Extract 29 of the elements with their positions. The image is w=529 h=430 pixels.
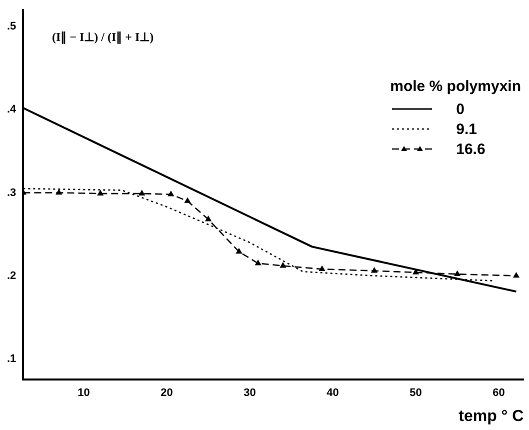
x-tick-label: 30 bbox=[244, 387, 256, 400]
point bbox=[184, 198, 190, 203]
y-tick-label: .5 bbox=[6, 20, 16, 33]
y-axis-title: (I∥ − I⊥) / (I∥ + I⊥) bbox=[52, 30, 154, 45]
y-tick-label: .2 bbox=[6, 270, 16, 282]
point bbox=[513, 272, 520, 278]
legend-label: 16.6 bbox=[456, 140, 486, 158]
point bbox=[319, 266, 325, 272]
point bbox=[139, 190, 145, 196]
point bbox=[56, 190, 62, 195]
y-tick-label: .1 bbox=[6, 352, 16, 365]
x-tick-label: 10 bbox=[78, 387, 90, 400]
y-tick-label: .3 bbox=[6, 186, 16, 199]
x-tick-label: 40 bbox=[326, 387, 339, 400]
x-tick-label: 20 bbox=[160, 387, 173, 400]
legend-label: 0 bbox=[456, 100, 464, 118]
x-tick-label: 60 bbox=[492, 387, 505, 400]
legend-title: mole % polymyxin bbox=[390, 78, 521, 95]
x-axis-title: temp ° C bbox=[458, 408, 524, 425]
x-tick-label: 50 bbox=[410, 387, 422, 400]
point bbox=[280, 262, 286, 268]
point bbox=[454, 270, 460, 276]
point bbox=[98, 190, 104, 196]
legend-label: 9.1 bbox=[456, 120, 477, 138]
y-tick-label: .4 bbox=[6, 104, 18, 116]
point bbox=[371, 268, 378, 273]
point bbox=[205, 216, 212, 222]
point bbox=[168, 191, 174, 196]
point bbox=[255, 260, 261, 266]
